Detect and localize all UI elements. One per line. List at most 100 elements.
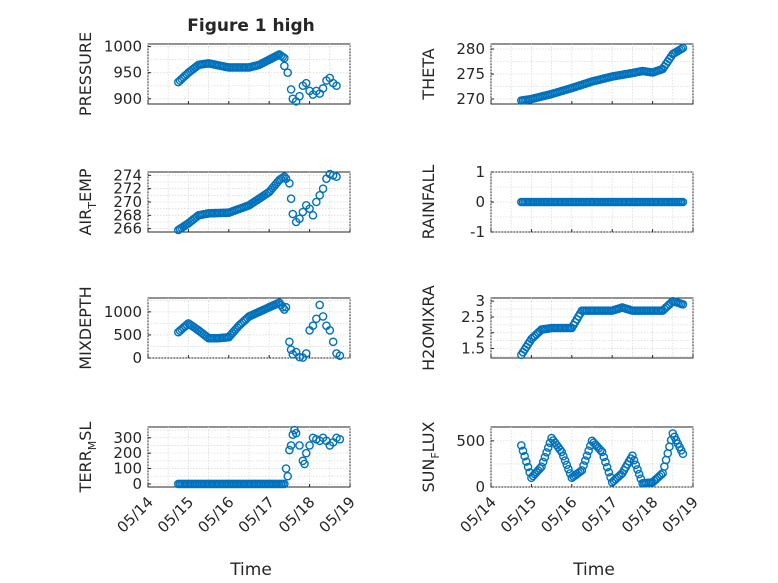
data-point	[280, 305, 289, 314]
data-point	[285, 445, 294, 455]
data-point	[301, 448, 311, 458]
x-tick-label: 05/18	[275, 493, 318, 536]
data-point	[278, 302, 287, 312]
data-point	[325, 326, 335, 335]
y-tick-label: 272	[113, 180, 142, 198]
y-tick-label: 950	[113, 64, 142, 82]
y-tick-label: 280	[456, 40, 485, 58]
y-tick-label: 0	[132, 475, 142, 493]
panel-theta: 270 275 280 THETA	[419, 40, 694, 108]
y-tick-label: 1000	[104, 38, 142, 56]
data-point	[678, 300, 688, 309]
data-point	[315, 191, 325, 200]
data-point	[283, 471, 293, 481]
x-axis-label-right: Time	[572, 560, 615, 580]
y-tick-label: 270	[456, 90, 485, 108]
data-point	[577, 466, 587, 475]
data-point	[301, 78, 311, 88]
data-point	[288, 209, 298, 219]
y-tick-label: 3	[475, 292, 485, 310]
y-axis-label: AIRTEMP	[76, 168, 99, 235]
y-tick-label: 274	[113, 166, 142, 184]
data-point	[305, 441, 314, 450]
x-axis-label-left: Time	[229, 560, 272, 580]
x-tick-label: 05/16	[194, 493, 237, 536]
y-tick-label: 1000	[104, 303, 142, 321]
data-point	[604, 467, 614, 477]
data-point	[631, 460, 641, 470]
data-point	[332, 172, 341, 181]
data-point	[312, 197, 321, 207]
data-point	[582, 451, 592, 460]
data-point	[656, 470, 666, 479]
data-point	[318, 312, 328, 321]
y-tick-label: 500	[456, 432, 485, 450]
data-point	[278, 52, 287, 62]
data-point	[517, 441, 526, 450]
y-tick-label: 200	[113, 444, 142, 462]
y-axis-label: RAINFALL	[419, 165, 438, 240]
data-point	[281, 464, 291, 473]
data-point	[298, 207, 308, 217]
data-point	[678, 449, 688, 459]
data-point	[601, 457, 610, 467]
data-point	[520, 451, 529, 461]
y-tick-label: -1	[470, 223, 485, 241]
data-point	[291, 428, 301, 438]
x-tick-label: 05/16	[537, 493, 580, 536]
data-point	[286, 194, 296, 203]
y-tick-label: 100	[113, 460, 142, 478]
y-tick-label: 275	[456, 65, 485, 83]
y-tick-label: 900	[113, 90, 142, 108]
data-point	[629, 455, 639, 465]
data-point	[281, 302, 291, 312]
data-point	[280, 61, 289, 71]
data-point	[555, 445, 565, 454]
y-axis-label: PRESSURE	[76, 32, 95, 116]
data-point	[562, 460, 572, 470]
data-point	[295, 91, 304, 101]
data-point	[579, 461, 588, 470]
data-point	[602, 462, 612, 472]
x-tick-label: 05/19	[659, 493, 702, 536]
data-point	[628, 451, 637, 460]
data-point	[596, 445, 605, 455]
data-point	[285, 337, 294, 347]
data-point	[560, 456, 570, 465]
panel-mixdepth: 0 500 1000 MIXDEPTH	[76, 286, 351, 370]
data-point	[543, 443, 553, 452]
data-point	[318, 84, 328, 93]
data-point	[540, 452, 550, 462]
data-point	[305, 204, 314, 213]
y-axis-label: SUNFLUX	[419, 421, 442, 492]
data-point	[318, 184, 328, 193]
y-axis-label: THETA	[419, 48, 438, 100]
data-point	[335, 435, 345, 444]
data-point	[315, 300, 325, 310]
y-tick-label: 0	[132, 349, 142, 367]
data-point	[597, 447, 607, 457]
y-tick-label: 270	[113, 193, 142, 211]
data-point	[300, 459, 309, 469]
figure-title: Figure 1 high	[187, 16, 315, 36]
data-point	[328, 337, 338, 347]
panel-rainfall: -1 0 1 RAINFALL	[419, 163, 694, 241]
data-point	[542, 448, 551, 457]
y-axis-label: TERRMSL	[76, 422, 99, 494]
data-point	[535, 464, 545, 473]
y-tick-label: 266	[113, 220, 142, 238]
data-point	[557, 447, 567, 457]
data-point	[308, 211, 318, 220]
data-point	[285, 179, 294, 188]
x-tick-label: 05/14	[457, 493, 500, 536]
y-axis-label: MIXDEPTH	[76, 286, 95, 369]
data-point	[580, 456, 590, 465]
panel-h2omixra: 1.522.53 H2OMIXRA	[419, 285, 694, 371]
data-point	[295, 352, 304, 362]
x-tick-label: 05/17	[578, 493, 621, 536]
y-tick-label: 1	[475, 163, 485, 181]
y-tick-label: 0	[475, 478, 485, 496]
